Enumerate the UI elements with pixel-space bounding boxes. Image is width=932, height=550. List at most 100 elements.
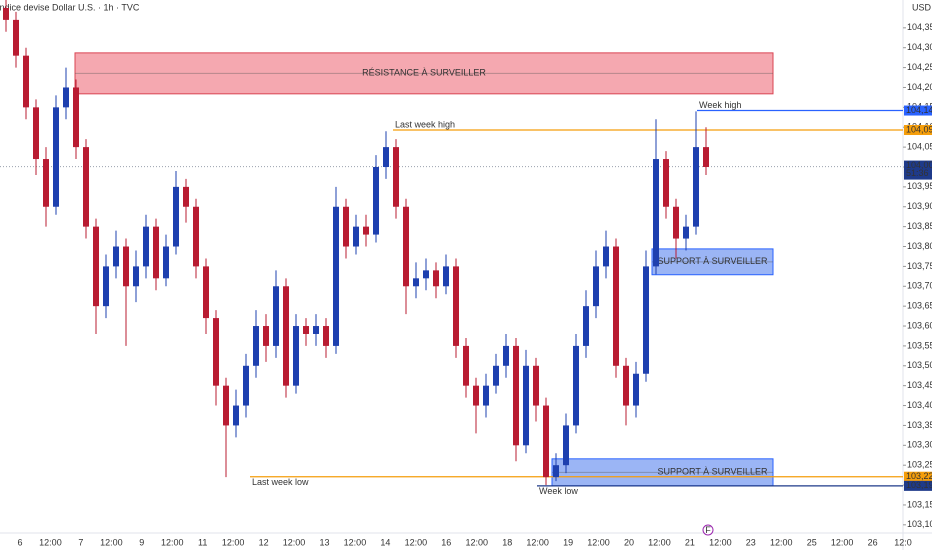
candle-body bbox=[263, 326, 269, 346]
candle-body bbox=[153, 226, 159, 279]
candle-body bbox=[313, 326, 319, 334]
candle-body bbox=[193, 206, 199, 267]
y-tick-label: 103,800 bbox=[907, 241, 932, 251]
candle-body bbox=[653, 159, 659, 267]
candle-body bbox=[413, 278, 419, 287]
zone-label: SUPPORT À SURVEILLER bbox=[657, 256, 768, 266]
candle-body bbox=[103, 266, 109, 307]
candle-body bbox=[563, 425, 569, 466]
candle-body bbox=[673, 206, 679, 239]
x-tick-label: 23 bbox=[746, 537, 756, 547]
candle-body bbox=[613, 246, 619, 366]
x-tick-label: 12:00 bbox=[587, 537, 610, 547]
x-tick-label: 12:0 bbox=[894, 537, 912, 547]
y-tick-label: 104,250 bbox=[907, 62, 932, 72]
x-tick-label: 16 bbox=[441, 537, 451, 547]
candle-body bbox=[323, 326, 329, 346]
candle-body bbox=[63, 87, 69, 108]
candle-body bbox=[403, 206, 409, 287]
event-marker-label: F bbox=[705, 525, 711, 535]
candle-body bbox=[53, 107, 59, 207]
candle-body bbox=[553, 465, 559, 478]
level-name: Week low bbox=[539, 486, 578, 496]
candle-body bbox=[73, 87, 79, 148]
candle-body bbox=[523, 365, 529, 446]
candle-body bbox=[123, 246, 129, 287]
x-tick-label: 12:00 bbox=[831, 537, 854, 547]
level-price-label: 103,221 bbox=[906, 471, 932, 481]
y-tick-label: 103,700 bbox=[907, 281, 932, 291]
candle-body bbox=[143, 226, 149, 267]
level-price-label: 103,198 bbox=[906, 480, 932, 490]
x-tick-label: 11 bbox=[198, 537, 207, 547]
x-tick-label: 12:00 bbox=[770, 537, 793, 547]
level-name: Week high bbox=[699, 100, 741, 110]
x-tick-label: 12:00 bbox=[39, 537, 62, 547]
zone-label: RÉSISTANCE À SURVEILLER bbox=[362, 68, 486, 78]
y-tick-label: 103,900 bbox=[907, 201, 932, 211]
candle-body bbox=[163, 246, 169, 279]
level-price-box bbox=[904, 105, 932, 116]
candle-body bbox=[493, 365, 499, 386]
y-tick-label: 103,400 bbox=[907, 400, 932, 410]
candle-body bbox=[303, 326, 309, 334]
y-tick-label: 103,850 bbox=[907, 221, 932, 231]
candle-body bbox=[603, 246, 609, 267]
candle-body bbox=[683, 226, 689, 239]
zone bbox=[651, 248, 774, 276]
candle-body bbox=[703, 147, 709, 167]
x-tick-label: 21 bbox=[685, 537, 695, 547]
x-tick-label: 18 bbox=[502, 537, 512, 547]
y-tick-label: 103,450 bbox=[907, 380, 932, 390]
y-tick-label: 103,550 bbox=[907, 340, 932, 350]
candle-body bbox=[543, 405, 549, 478]
x-tick-label: 19 bbox=[563, 537, 573, 547]
candle-body bbox=[373, 166, 379, 235]
candle-body bbox=[113, 246, 119, 267]
level-price-box bbox=[904, 480, 932, 491]
candle-body bbox=[533, 365, 539, 406]
candle-body bbox=[213, 318, 219, 386]
candle-body bbox=[293, 326, 299, 386]
candle-body bbox=[3, 7, 9, 20]
candle-body bbox=[503, 345, 509, 366]
candle-body bbox=[473, 385, 479, 406]
candle-body bbox=[453, 266, 459, 346]
candle-body bbox=[573, 345, 579, 426]
candle-body bbox=[343, 206, 349, 247]
x-tick-label: 12:00 bbox=[405, 537, 428, 547]
x-tick-label: 20 bbox=[624, 537, 634, 547]
candle-body bbox=[623, 365, 629, 406]
candle-body bbox=[643, 266, 649, 374]
candle-body bbox=[253, 326, 259, 366]
y-tick-label: 103,300 bbox=[907, 440, 932, 450]
y-tick-label: 103,950 bbox=[907, 181, 932, 191]
x-tick-label: 12:00 bbox=[526, 537, 549, 547]
candle-body bbox=[33, 107, 39, 160]
y-tick-label: 103,100 bbox=[907, 519, 932, 529]
x-tick-label: 12 bbox=[259, 537, 269, 547]
candle-body bbox=[333, 206, 339, 346]
candle-body bbox=[363, 226, 369, 235]
zone bbox=[74, 52, 774, 95]
candle-body bbox=[383, 147, 389, 167]
candle-body bbox=[583, 306, 589, 346]
x-tick-label: 12:00 bbox=[283, 537, 306, 547]
level-price-box bbox=[904, 471, 932, 482]
candle-body bbox=[463, 345, 469, 386]
candle-body bbox=[203, 266, 209, 319]
candle-body bbox=[23, 55, 29, 108]
currency: USD bbox=[912, 2, 932, 12]
x-tick-label: 7 bbox=[78, 537, 83, 547]
x-tick-label: 12:00 bbox=[648, 537, 671, 547]
candle-body bbox=[693, 147, 699, 227]
candle-body bbox=[393, 147, 399, 207]
y-tick-label: 104,350 bbox=[907, 22, 932, 32]
level-price-label: 104,142 bbox=[906, 105, 932, 115]
y-tick-label: 104,050 bbox=[907, 141, 932, 151]
level-name: Last week high bbox=[395, 119, 455, 129]
event-marker bbox=[702, 524, 714, 536]
candle-body bbox=[173, 186, 179, 247]
last-price-box bbox=[904, 160, 932, 180]
x-tick-label: 26 bbox=[868, 537, 878, 547]
